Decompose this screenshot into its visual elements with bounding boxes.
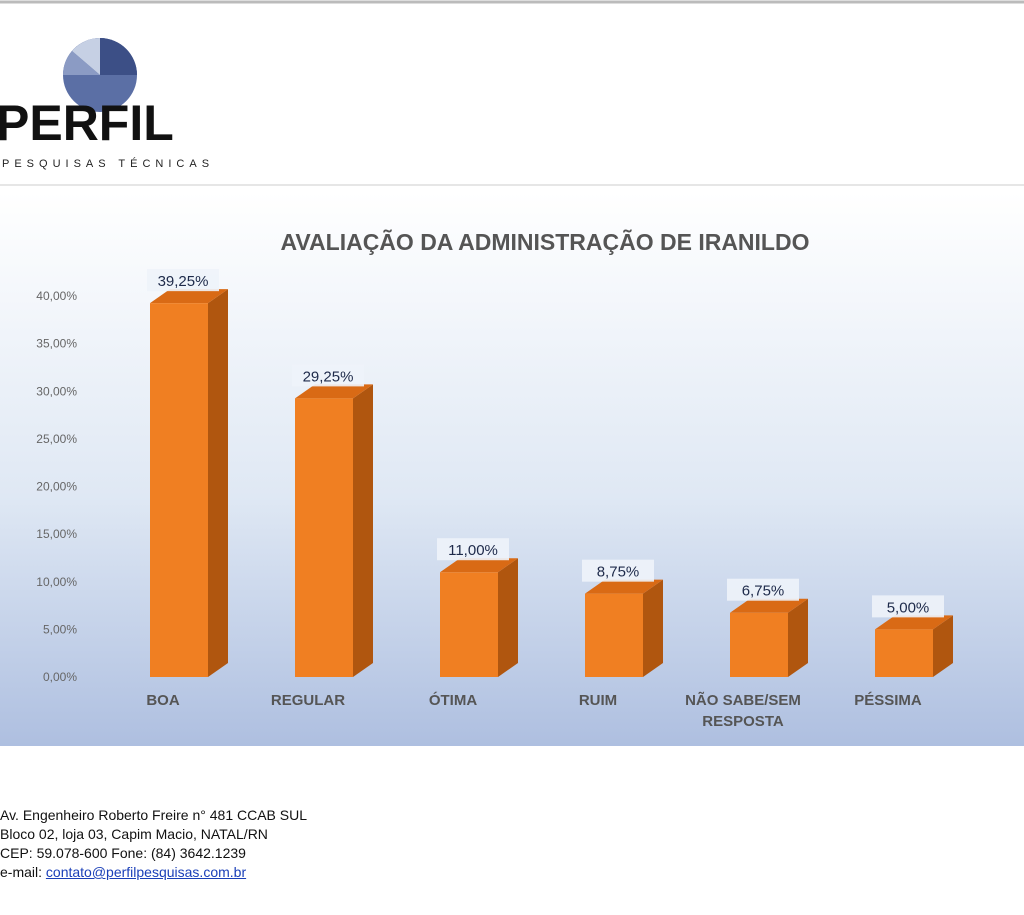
bar xyxy=(295,384,373,677)
value-label: 6,75% xyxy=(742,583,785,600)
y-tick-label: 40,00% xyxy=(36,289,77,303)
value-label: 8,75% xyxy=(597,564,640,581)
x-tick-label: BOA xyxy=(146,692,180,709)
y-tick-label: 10,00% xyxy=(36,575,77,589)
y-tick-label: 25,00% xyxy=(36,432,77,446)
bar-top xyxy=(730,598,808,613)
bar xyxy=(585,579,663,677)
bar-top xyxy=(585,579,663,594)
bar-top xyxy=(150,289,228,304)
bar-side xyxy=(788,598,808,677)
logo-name: PERFIL xyxy=(0,95,174,151)
bar-front xyxy=(295,398,353,677)
bar-front xyxy=(585,593,643,677)
y-tick-label: 20,00% xyxy=(36,480,77,494)
bar-side xyxy=(933,615,953,677)
bar-front xyxy=(150,303,208,677)
footer-line: e-mail: contato@perfilpesquisas.com.br xyxy=(0,863,246,882)
email-link[interactable]: contato@perfilpesquisas.com.br xyxy=(45,864,247,880)
bar-side xyxy=(353,384,373,677)
bar-side xyxy=(643,579,663,677)
value-label: 39,25% xyxy=(158,273,209,290)
bar-side xyxy=(498,558,518,677)
y-tick-label: 30,00% xyxy=(36,384,77,398)
footer-line: Av. Engenheiro Roberto Freire n° 481 CCA… xyxy=(0,807,308,823)
footer-line: CEP: 59.078-600 Fone: (84) 3642.1239 xyxy=(0,845,246,861)
logo-tagline: PESQUISAS TÉCNICAS xyxy=(2,157,214,170)
bar-front xyxy=(440,572,498,677)
bar-top xyxy=(295,384,373,399)
y-tick-label: 15,00% xyxy=(36,527,77,541)
bar-front xyxy=(730,612,788,677)
x-tick-label: PÉSSIMA xyxy=(854,692,922,709)
bar-top xyxy=(440,558,518,573)
value-label-box xyxy=(727,578,799,601)
x-tick-label: NÃO SABE/SEM RESPOSTA xyxy=(685,692,801,730)
bar-top xyxy=(875,615,953,630)
y-tick-label: 0,00% xyxy=(43,670,77,684)
value-label-box xyxy=(292,364,364,387)
value-label: 29,25% xyxy=(303,368,354,385)
value-label: 11,00% xyxy=(448,542,498,559)
value-label-box xyxy=(582,559,654,582)
bar-front xyxy=(875,629,933,677)
y-tick-label: 5,00% xyxy=(43,622,77,636)
bar xyxy=(875,615,953,677)
value-label-box xyxy=(437,538,509,561)
chart-title: AVALIAÇÃO DA ADMINISTRAÇÃO DE IRANILDO xyxy=(281,228,810,255)
bar xyxy=(730,598,808,677)
bar xyxy=(440,558,518,677)
footer-line: Bloco 02, loja 03, Capim Macio, NATAL/RN xyxy=(0,826,268,842)
x-tick-label: REGULAR xyxy=(270,692,346,709)
email-label: e-mail: xyxy=(0,864,43,880)
value-label: 5,00% xyxy=(887,599,930,616)
value-label-box xyxy=(147,269,219,292)
logo xyxy=(63,38,137,112)
value-label-box xyxy=(872,595,944,618)
y-tick-label: 35,00% xyxy=(36,337,77,351)
bar-side xyxy=(208,289,228,677)
x-tick-label: ÓTIMA xyxy=(428,692,478,709)
bar xyxy=(150,289,228,677)
x-tick-label: RUIM xyxy=(578,692,618,709)
